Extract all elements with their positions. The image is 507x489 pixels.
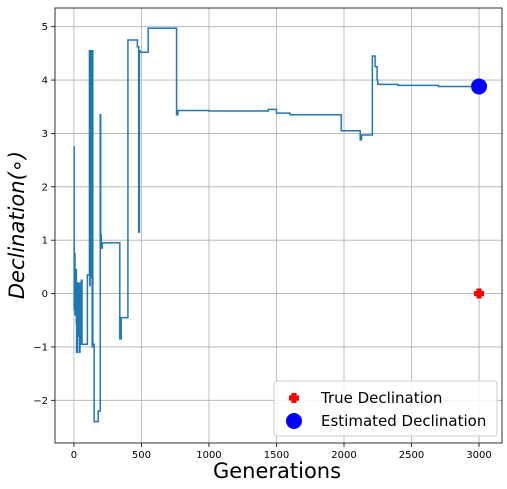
true-declination-marker bbox=[474, 288, 485, 299]
y-tick-label: −1 bbox=[33, 342, 48, 353]
x-tick-label: 3000 bbox=[466, 450, 491, 461]
y-tick-label: 0 bbox=[42, 289, 48, 300]
y-tick-label: −2 bbox=[33, 396, 48, 407]
y-tick-label: 4 bbox=[42, 76, 48, 87]
legend-true-declination-label: True Declination bbox=[320, 389, 442, 407]
y-axis-ticks: −2 −1 0 1 2 3 4 5 bbox=[33, 22, 55, 407]
legend: True Declination Estimated Declination bbox=[273, 380, 498, 437]
x-tick-label: 2500 bbox=[399, 450, 424, 461]
y-axis-title: Declination(∘) bbox=[5, 151, 29, 299]
plot-frame bbox=[54, 7, 503, 444]
y-tick-label: 2 bbox=[42, 182, 48, 193]
estimated-declination-marker bbox=[471, 78, 488, 95]
y-tick-label: 3 bbox=[42, 129, 48, 140]
x-tick-label: 1500 bbox=[264, 450, 289, 461]
legend-true-declination-marker bbox=[289, 393, 299, 403]
legend-true-declination-glyph bbox=[289, 393, 299, 403]
x-axis-ticks: 0 500 1000 1500 2000 2500 3000 bbox=[71, 443, 492, 461]
x-tick-label: 500 bbox=[132, 450, 151, 461]
plot-area bbox=[55, 8, 502, 443]
legend-box bbox=[273, 380, 498, 437]
x-tick-label: 1000 bbox=[196, 450, 221, 461]
marker-layer bbox=[471, 78, 488, 299]
legend-estimated-declination-marker bbox=[286, 413, 302, 429]
declination-trace-line bbox=[73, 27, 480, 423]
grid-lines bbox=[55, 8, 502, 443]
x-tick-label: 2000 bbox=[331, 450, 356, 461]
y-tick-label: 5 bbox=[42, 22, 48, 33]
x-tick-label: 0 bbox=[71, 450, 77, 461]
legend-estimated-declination-label: Estimated Declination bbox=[321, 412, 486, 430]
y-tick-label: 1 bbox=[42, 236, 48, 247]
x-axis-title: Generations bbox=[213, 459, 341, 483]
